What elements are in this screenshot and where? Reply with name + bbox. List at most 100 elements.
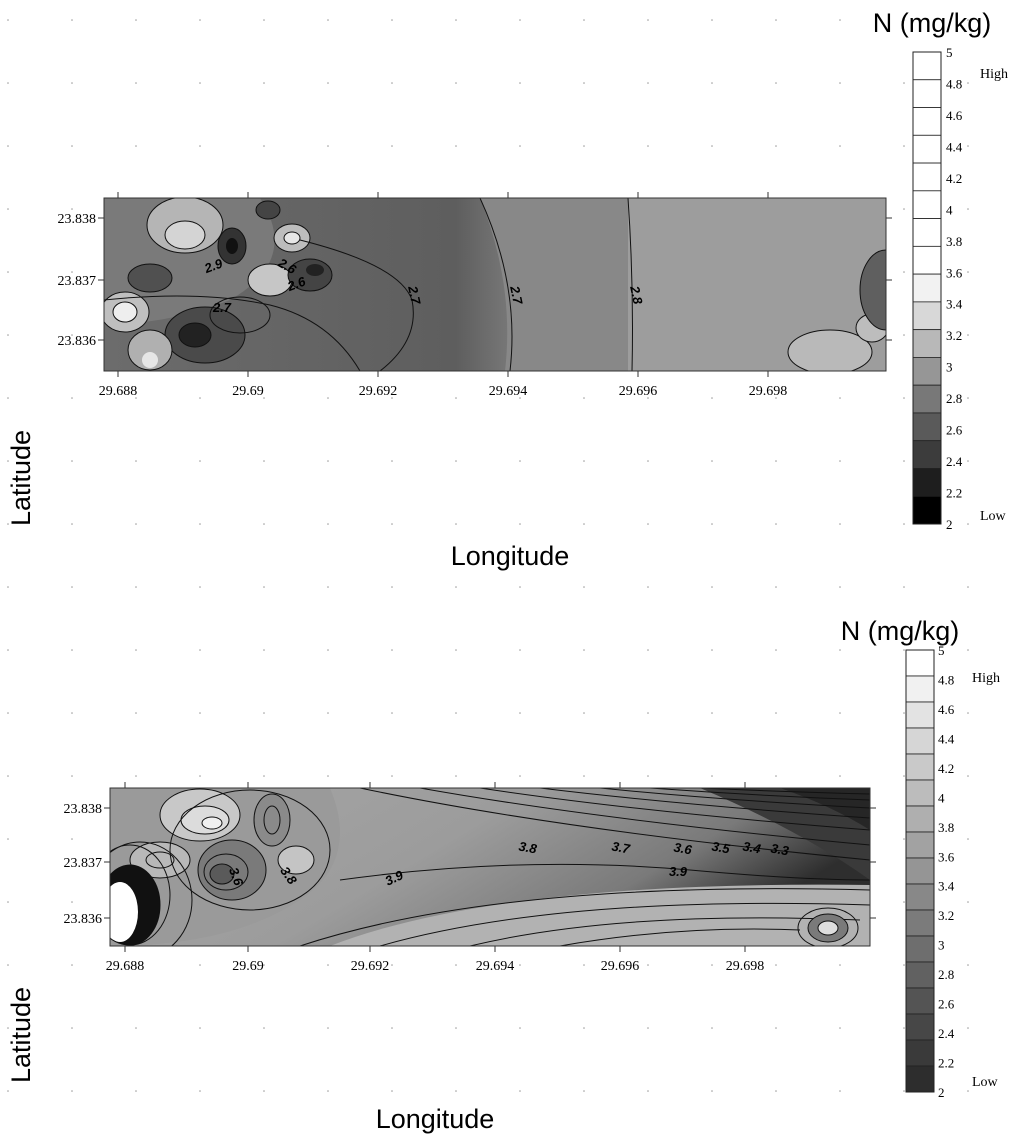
x-tick-label: 29.69 <box>232 959 264 974</box>
legend-label: 2 <box>946 517 953 532</box>
legend-swatch <box>906 1066 934 1092</box>
x-tick-label: 29.688 <box>106 959 145 974</box>
legend-label: 2.6 <box>946 423 963 438</box>
x-tick-label: 29.696 <box>619 384 658 399</box>
y-tick-label: 23.838 <box>58 212 97 227</box>
legend-label: 4 <box>946 202 953 217</box>
legend-label: 5 <box>946 45 953 60</box>
legend-swatch <box>906 832 934 858</box>
legend-swatch <box>906 936 934 962</box>
legend-swatch <box>906 780 934 806</box>
x-tick-label: 29.698 <box>749 384 788 399</box>
legend-label: 3.8 <box>946 234 962 249</box>
legend-label: 2.6 <box>938 997 955 1012</box>
legend-swatch <box>906 728 934 754</box>
x-tick-label: 29.694 <box>476 959 515 974</box>
legend-swatch <box>913 246 941 274</box>
y-tick-label: 23.836 <box>58 334 97 349</box>
map-1-x-axis-label: Longitude <box>451 541 570 571</box>
legend-swatch <box>913 191 941 219</box>
legend-label: 4.6 <box>938 702 955 717</box>
legend-swatch <box>906 650 934 676</box>
map-2-legend-high-label: High <box>972 671 1000 686</box>
x-tick-label: 29.696 <box>601 959 640 974</box>
legend-swatch <box>906 1014 934 1040</box>
legend-label: 4.6 <box>946 108 963 123</box>
x-tick-label: 29.694 <box>489 384 528 399</box>
contour-label: 3.9 <box>669 864 688 879</box>
y-tick-label: 23.836 <box>64 912 103 927</box>
legend-label: 4.2 <box>938 761 954 776</box>
legend-swatch <box>913 274 941 302</box>
legend-swatch <box>913 468 941 496</box>
map-1-legend-low-label: Low <box>980 509 1007 524</box>
map-2-legend-low-label: Low <box>972 1075 999 1090</box>
x-tick-label: 29.692 <box>351 959 390 974</box>
legend-swatch <box>913 413 941 441</box>
legend-label: 2.8 <box>938 967 954 982</box>
map-2-legend-title: N (mg/kg) <box>841 616 960 646</box>
legend-label: 3.2 <box>938 908 954 923</box>
legend-label: 3.4 <box>938 879 955 894</box>
legend-swatch <box>906 676 934 702</box>
legend-swatch <box>906 910 934 936</box>
legend-swatch <box>913 385 941 413</box>
map-2-x-axis-label: Longitude <box>376 1104 495 1134</box>
legend-label: 4.4 <box>938 731 955 746</box>
legend-label: 4.4 <box>946 139 963 154</box>
legend-swatch <box>913 441 941 469</box>
legend-swatch <box>913 80 941 108</box>
legend-label: 3 <box>946 360 953 375</box>
map-1-legend: 5 4.8 4.6 4.4 4.2 4 3.8 3.6 3.4 3.2 3 2.8 2.6 2.4 2.2 2 <box>913 45 963 532</box>
map-1-legend-high-label: High <box>980 67 1008 82</box>
legend-label: 3 <box>938 938 945 953</box>
legend-swatch <box>906 806 934 832</box>
legend-label: 2.2 <box>938 1056 954 1071</box>
map-1: 2.7 2.7 2.82.92.62.62.7 29.688 29.69 29.692 2… <box>6 8 1008 571</box>
legend-label: 4 <box>938 790 945 805</box>
legend-swatch <box>913 496 941 524</box>
legend-label: 3.8 <box>938 820 954 835</box>
y-tick-label: 23.837 <box>58 274 97 289</box>
y-tick-label: 23.838 <box>64 802 103 817</box>
legend-swatch <box>913 219 941 247</box>
legend-label: 4.8 <box>938 672 954 687</box>
map-2-y-axis-label: Latitude <box>6 987 36 1083</box>
legend-swatch <box>906 754 934 780</box>
legend-label: 3.4 <box>946 297 963 312</box>
legend-swatch <box>913 357 941 385</box>
map-2: 3.8 3.7 3.6 3.5 3.4 3.33.93.93.83.6 29.688 29.… <box>6 616 1000 1134</box>
legend-label: 2.4 <box>938 1026 955 1041</box>
map-2-plot-area <box>88 788 870 958</box>
map-2-legend: 5 4.8 4.6 4.4 4.2 4 3.8 3.6 3.4 3.2 3 2.8 2.6 2.4 2.2 2 <box>906 643 955 1100</box>
legend-label: 4.8 <box>946 76 962 91</box>
legend-swatch <box>913 330 941 358</box>
legend-label: 4.2 <box>946 171 962 186</box>
legend-swatch <box>906 858 934 884</box>
legend-label: 3.6 <box>938 849 955 864</box>
map-1-plot-area <box>101 197 912 374</box>
map-1-legend-title: N (mg/kg) <box>873 8 992 38</box>
legend-swatch <box>913 108 941 136</box>
legend-swatch <box>906 884 934 910</box>
contour-label: 2.7 <box>212 300 232 315</box>
legend-swatch <box>906 962 934 988</box>
legend-swatch <box>906 702 934 728</box>
legend-label: 3.2 <box>946 328 962 343</box>
legend-label: 2.8 <box>946 391 962 406</box>
legend-label: 3.6 <box>946 265 963 280</box>
legend-label: 2.4 <box>946 454 963 469</box>
legend-swatch <box>906 988 934 1014</box>
legend-swatch <box>913 302 941 330</box>
x-tick-label: 29.688 <box>99 384 138 399</box>
legend-label: 5 <box>938 643 945 658</box>
legend-swatch <box>906 1040 934 1066</box>
legend-swatch <box>913 52 941 80</box>
legend-swatch <box>913 163 941 191</box>
x-tick-label: 29.69 <box>232 384 264 399</box>
legend-swatch <box>913 135 941 163</box>
y-tick-label: 23.837 <box>64 856 103 871</box>
x-tick-label: 29.692 <box>359 384 398 399</box>
legend-label: 2 <box>938 1085 945 1100</box>
legend-label: 2.2 <box>946 486 962 501</box>
